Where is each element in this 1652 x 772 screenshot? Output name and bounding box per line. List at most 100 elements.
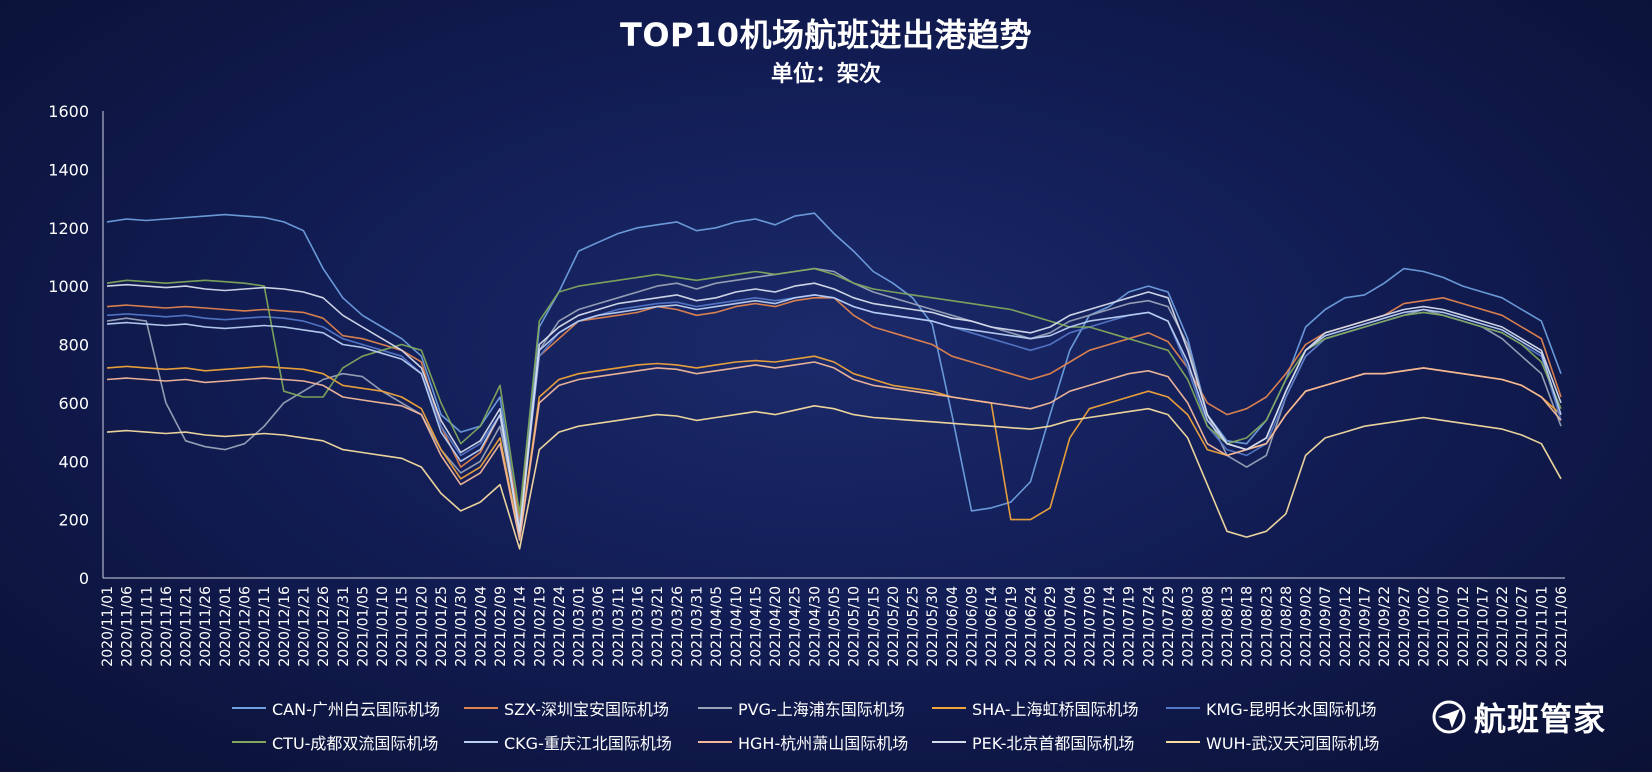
x-tick-label: 2021/04/15 — [748, 586, 764, 667]
brand-name: 航班管家 — [1474, 700, 1607, 738]
x-tick-label: 2021/01/15 — [395, 586, 411, 667]
x-tick-label: 2021/04/20 — [768, 586, 784, 667]
x-tick-label: 2021/09/27 — [1397, 586, 1413, 667]
legend-item: KMG-昆明长水国际机场 — [1166, 696, 1400, 720]
series-line-8 — [106, 282, 1562, 533]
legend-label: SZX-深圳宝安国际机场 — [504, 700, 670, 719]
y-tick-label: 0 — [79, 569, 89, 588]
x-tick-label: 2021/01/10 — [375, 586, 391, 667]
x-tick-label: 2021/10/07 — [1436, 586, 1452, 667]
chart-subtitle: 单位：架次 — [770, 62, 881, 87]
x-tick-label: 2021/04/10 — [729, 586, 745, 667]
x-tick-label: 2021/02/24 — [552, 586, 568, 667]
x-tick-label: 2021/03/16 — [631, 586, 647, 667]
legend-item: WUH-武汉天河国际机场 — [1166, 730, 1400, 754]
series-line-2 — [106, 267, 1562, 527]
x-tick-label: 2021/01/30 — [454, 586, 470, 667]
x-tick-label: 2021/03/31 — [689, 586, 705, 667]
legend-swatch — [464, 707, 498, 709]
x-tick-label: 2021/08/13 — [1220, 586, 1236, 667]
x-tick-label: 2021/03/06 — [591, 586, 607, 667]
chart-title: TOP10机场航班进出港趋势 — [619, 16, 1033, 54]
x-tick-label: 2021/09/17 — [1358, 586, 1374, 667]
legend-item: CAN-广州白云国际机场 — [232, 696, 464, 720]
x-tick-label: 2021/09/07 — [1318, 586, 1334, 667]
legend-swatch — [698, 741, 732, 743]
x-tick-label: 2021/03/21 — [650, 586, 666, 667]
series-line-6 — [106, 294, 1562, 535]
x-tick-label: 2021/10/22 — [1495, 586, 1511, 667]
x-tick-label: 2021/02/19 — [532, 586, 548, 667]
y-tick-label: 1600 — [48, 102, 89, 121]
x-tick-label: 2021/08/28 — [1279, 586, 1295, 667]
x-tick-label: 2021/10/12 — [1456, 586, 1472, 667]
x-tick-label: 2020/12/06 — [238, 586, 254, 667]
x-tick-label: 2021/02/09 — [493, 586, 509, 667]
legend-swatch — [698, 707, 732, 709]
x-tick-label: 2020/11/01 — [100, 586, 116, 667]
y-tick-label: 800 — [58, 336, 89, 355]
x-tick-label: 2021/02/04 — [473, 586, 489, 667]
x-tick-label: 2021/04/30 — [807, 586, 823, 667]
x-tick-label: 2021/09/02 — [1299, 586, 1315, 667]
series-line-5 — [106, 267, 1562, 515]
x-tick-label: 2021/11/06 — [1554, 586, 1570, 667]
x-tick-label: 2021/01/20 — [414, 586, 430, 667]
x-tick-label: 2020/12/11 — [257, 586, 273, 667]
legend-label: CTU-成都双流国际机场 — [272, 734, 439, 753]
x-tick-label: 2021/07/14 — [1102, 586, 1118, 667]
x-tick-label: 2020/11/11 — [139, 586, 155, 667]
x-tick-label: 2020/12/21 — [296, 586, 312, 667]
x-tick-label: 2020/12/26 — [316, 586, 332, 667]
y-tick-label: 200 — [58, 511, 89, 530]
x-tick-label: 2021/07/04 — [1063, 586, 1079, 667]
legend-label: PVG-上海浦东国际机场 — [738, 700, 905, 719]
x-tick-label: 2021/05/15 — [866, 586, 882, 667]
x-tick-label: 2021/05/25 — [906, 586, 922, 667]
x-tick-label: 2021/01/05 — [355, 586, 371, 667]
x-tick-label: 2021/09/12 — [1338, 586, 1354, 667]
x-tick-label: 2021/04/25 — [788, 586, 804, 667]
x-tick-label: 2021/11/01 — [1534, 586, 1550, 667]
series-line-3 — [106, 355, 1562, 538]
legend-item: SZX-深圳宝安国际机场 — [464, 696, 698, 720]
legend-label: CAN-广州白云国际机场 — [272, 700, 440, 719]
x-tick-label: 2021/03/01 — [572, 586, 588, 667]
x-tick-label: 2021/08/23 — [1259, 586, 1275, 667]
legend-swatch — [232, 741, 266, 743]
legend-swatch — [1166, 707, 1200, 709]
airplane-logo-icon — [1432, 700, 1466, 734]
x-tick-label: 2021/06/04 — [945, 586, 961, 667]
x-tick-label: 2021/05/10 — [847, 586, 863, 667]
x-tick-label: 2021/03/11 — [611, 586, 627, 667]
legend-swatch — [932, 741, 966, 743]
legend-swatch — [1166, 741, 1200, 743]
legend-item: SHA-上海虹桥国际机场 — [932, 696, 1166, 720]
x-tick-label: 2020/11/26 — [198, 586, 214, 667]
x-tick-label: 2021/08/03 — [1181, 586, 1197, 667]
legend-item: CTU-成都双流国际机场 — [232, 730, 464, 754]
x-tick-label: 2020/12/01 — [218, 586, 234, 667]
x-tick-label: 2021/10/02 — [1416, 586, 1432, 667]
x-tick-label: 2021/07/19 — [1122, 586, 1138, 667]
legend-item: PEK-北京首都国际机场 — [932, 730, 1166, 754]
x-tick-label: 2020/11/06 — [120, 586, 136, 667]
legend-label: PEK-北京首都国际机场 — [972, 734, 1135, 753]
x-tick-label: 2021/07/24 — [1141, 586, 1157, 667]
x-tick-label: 2021/06/29 — [1043, 586, 1059, 667]
x-tick-label: 2021/06/19 — [1004, 586, 1020, 667]
x-tick-label: 2021/10/27 — [1515, 586, 1531, 667]
legend-swatch — [232, 707, 266, 709]
x-tick-label: 2021/08/18 — [1240, 586, 1256, 667]
legend-label: HGH-杭州萧山国际机场 — [738, 734, 909, 753]
x-tick-label: 2021/09/22 — [1377, 586, 1393, 667]
y-tick-label: 600 — [58, 394, 89, 413]
brand-logo: 航班管家 — [1432, 694, 1606, 740]
x-tick-label: 2020/11/16 — [159, 586, 175, 667]
x-tick-label: 2021/06/09 — [965, 586, 981, 667]
y-tick-label: 1200 — [48, 219, 89, 238]
x-tick-label: 2021/05/20 — [886, 586, 902, 667]
x-tick-label: 2021/04/05 — [709, 586, 725, 667]
legend-swatch — [932, 707, 966, 709]
